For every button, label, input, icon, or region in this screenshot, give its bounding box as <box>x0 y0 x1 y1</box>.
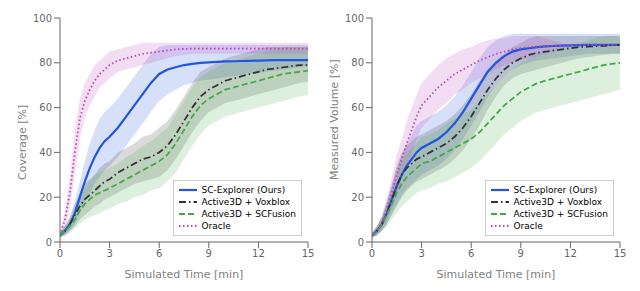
svg-text:60: 60 <box>39 102 52 113</box>
html-text:Oracle: Oracle <box>201 221 231 231</box>
html-text:Oracle: Oracle <box>513 221 543 231</box>
html-text:Active3D + Voxblox: Active3D + Voxblox <box>201 197 290 207</box>
svg-text:9: 9 <box>206 248 212 259</box>
svg-text:100: 100 <box>33 13 52 24</box>
svg-text:0: 0 <box>46 237 52 248</box>
svg-text:3: 3 <box>418 248 424 259</box>
svg-text:100: 100 <box>345 13 364 24</box>
svg-text:20: 20 <box>351 192 364 203</box>
svg-text:Simulated Time [min]: Simulated Time [min] <box>125 268 244 280</box>
svg-text:15: 15 <box>614 248 627 259</box>
svg-text:Coverage [%]: Coverage [%] <box>16 105 29 180</box>
html-text:Active3D + Voxblox: Active3D + Voxblox <box>513 197 602 207</box>
svg-text:Simulated Time [min]: Simulated Time [min] <box>437 268 556 280</box>
html-text:Active3D + SCFusion: Active3D + SCFusion <box>513 209 608 219</box>
svg-text:15: 15 <box>302 248 315 259</box>
svg-text:6: 6 <box>468 248 474 259</box>
svg-text:40: 40 <box>39 147 52 158</box>
svg-text:0: 0 <box>358 237 364 248</box>
svg-text:12: 12 <box>564 248 577 259</box>
svg-text:80: 80 <box>39 57 52 68</box>
svg-text:Measured Volume [%]: Measured Volume [%] <box>328 59 341 180</box>
svg-text:6: 6 <box>156 248 162 259</box>
html-text:SC-Explorer (Ours): SC-Explorer (Ours) <box>201 185 286 195</box>
html-text:Active3D + SCFusion: Active3D + SCFusion <box>201 209 296 219</box>
svg-text:0: 0 <box>57 248 63 259</box>
svg-text:20: 20 <box>39 192 52 203</box>
html-text:SC-Explorer (Ours): SC-Explorer (Ours) <box>513 185 598 195</box>
svg-text:3: 3 <box>106 248 112 259</box>
svg-text:12: 12 <box>252 248 265 259</box>
svg-text:60: 60 <box>351 102 364 113</box>
svg-text:80: 80 <box>351 57 364 68</box>
svg-text:40: 40 <box>351 147 364 158</box>
svg-text:9: 9 <box>518 248 524 259</box>
svg-text:0: 0 <box>369 248 375 259</box>
